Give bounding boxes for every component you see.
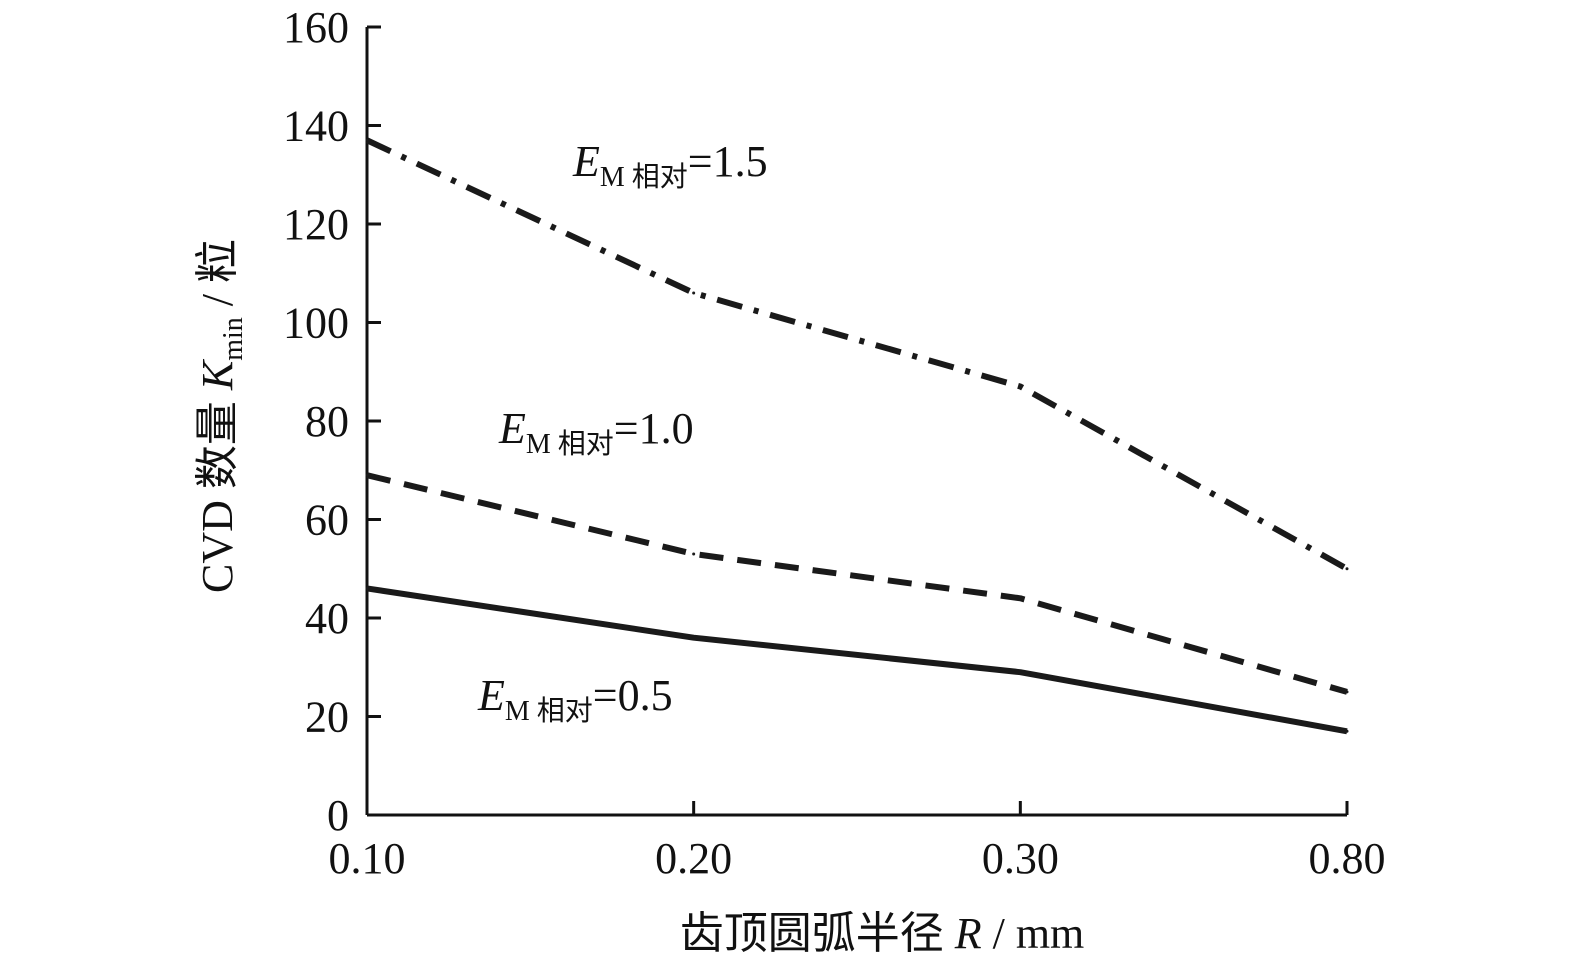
x-tick-label: 0.10 [329, 834, 406, 883]
y-tick-label: 140 [283, 102, 349, 151]
x-axis-title: 齿顶圆弧半径 R / mm [680, 909, 1085, 958]
series-label-value: =1.5 [688, 137, 768, 186]
x-axis-title-var: R [954, 909, 982, 958]
series-point-1 [365, 473, 369, 477]
y-axis-title-prefix: CVD 数量 [193, 390, 242, 593]
series-label-em-0-5: EM 相对=0.5 [477, 671, 673, 727]
y-tick-label: 0 [327, 791, 349, 840]
y-ticks: 0 20 40 60 80 100 120 140 160 [283, 3, 381, 840]
series-line-2 [366, 585, 1348, 735]
series-label-sub: M 相对 [526, 428, 614, 460]
series-point-0 [365, 138, 369, 142]
series-point-1 [692, 552, 696, 556]
series-label-value: =0.5 [593, 671, 673, 720]
y-tick-label: 60 [305, 496, 349, 545]
y-tick-label: 20 [305, 693, 349, 742]
x-axis-title-prefix: 齿顶圆弧半径 [680, 909, 955, 958]
x-tick-label: 0.30 [982, 834, 1059, 883]
series-point-0 [1345, 567, 1349, 571]
series-line-1 [366, 472, 1348, 695]
series-label-em-1-0: EM 相对=1.0 [498, 404, 694, 460]
series-point-0 [1018, 385, 1022, 389]
y-axis-title-unit: / 粒 [193, 239, 242, 317]
x-tick-label: 0.20 [655, 834, 732, 883]
series-line-0 [365, 137, 1349, 572]
y-axis-title-var: K [193, 358, 242, 391]
series-label-var: E [572, 137, 600, 186]
series-label-var: E [477, 671, 505, 720]
series-point-2 [1018, 670, 1022, 674]
series-label-var: E [498, 404, 526, 453]
y-tick-label: 160 [283, 3, 349, 52]
y-tick-label: 80 [305, 397, 349, 446]
series-point-2 [1345, 729, 1349, 733]
x-ticks: 0.10 0.20 0.30 0.80 [329, 801, 1386, 883]
series-point-2 [365, 586, 369, 590]
y-axis-title: CVD 数量 Kmin / 粒 [193, 239, 249, 593]
x-axis-title-unit: / mm [982, 909, 1085, 958]
series-point-0 [692, 291, 696, 295]
series-lines [365, 137, 1349, 735]
series-label-sub: M 相对 [600, 161, 688, 193]
series-point-1 [1018, 596, 1022, 600]
y-tick-label: 40 [305, 594, 349, 643]
series-label-value: =1.0 [614, 404, 694, 453]
series-point-1 [1345, 690, 1349, 694]
x-tick-label: 0.80 [1309, 834, 1386, 883]
series-label-em-1-5: EM 相对=1.5 [572, 137, 768, 193]
series-point-2 [692, 636, 696, 640]
y-tick-label: 120 [283, 200, 349, 249]
y-axis-title-sub: min [218, 317, 249, 361]
series-label-sub: M 相对 [505, 695, 593, 727]
y-tick-label: 100 [283, 299, 349, 348]
